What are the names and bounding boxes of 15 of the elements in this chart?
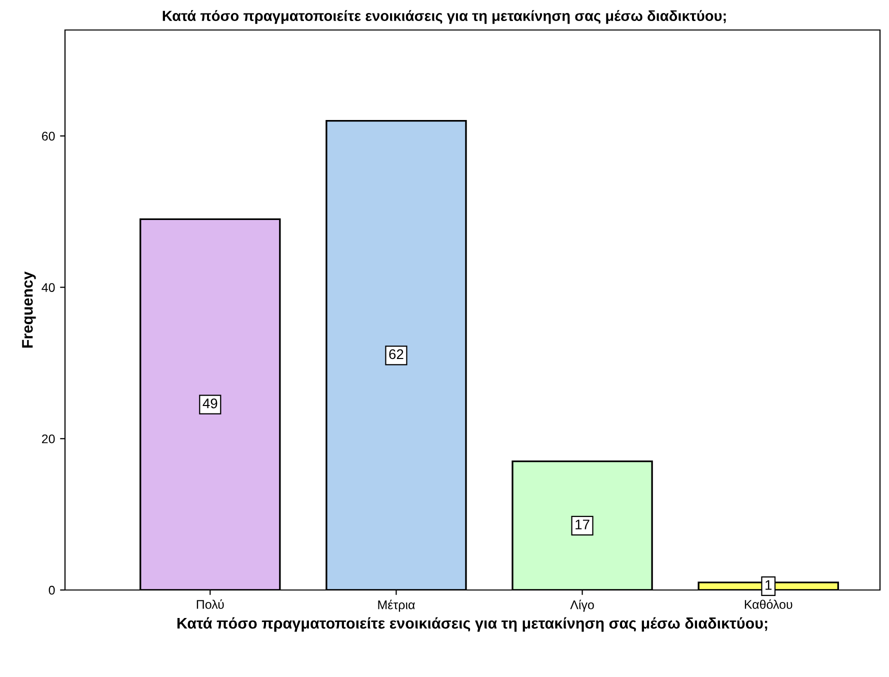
- y-tick-label: 60: [42, 132, 55, 141]
- data-label: 1: [766, 580, 772, 590]
- x-tick-label: Μέτρια: [378, 600, 415, 612]
- x-tick-label: Καθόλου: [744, 599, 792, 609]
- data-label: 17: [576, 520, 590, 530]
- y-tick-label: 40: [42, 283, 55, 292]
- chart-title: Κατά πόσο πραγματοποιείτε ενοικιάσεις για τη μετακίνηση σας μέσω διαδικτύου;: [162, 10, 726, 24]
- y-axis-title: Frequency: [22, 271, 36, 348]
- x-tick-label: Λίγο: [570, 600, 594, 612]
- y-tick-label: 20: [42, 434, 55, 444]
- data-label: 49: [202, 398, 218, 408]
- data-label: 62: [389, 349, 404, 360]
- x-tick-label: Πολύ: [196, 599, 224, 609]
- x-axis-title: Κατά πόσο πραγματοποιείτε ενοικιάσεις για τη μετακίνηση σας μέσω διαδικτύου;: [177, 617, 768, 632]
- y-tick-label: 0: [48, 586, 55, 595]
